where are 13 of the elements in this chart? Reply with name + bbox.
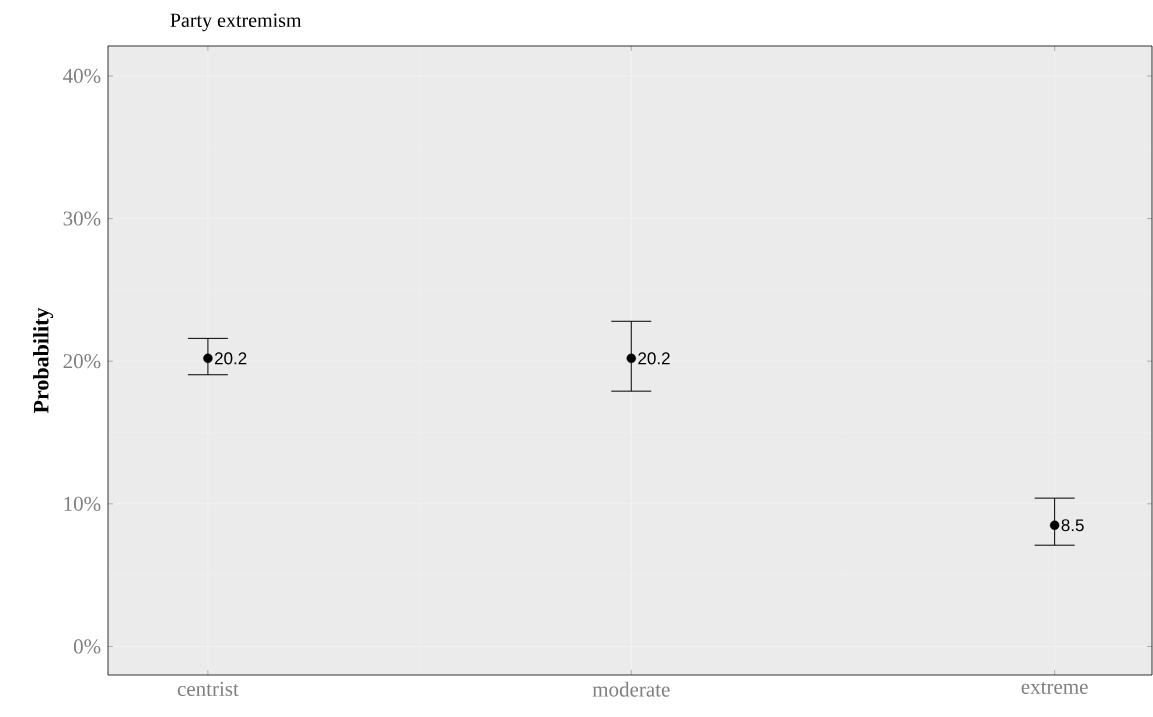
y-tick-label: 10% <box>64 496 101 511</box>
x-tick-label: extreme <box>1021 681 1088 694</box>
data-label: 20.2 <box>214 352 247 365</box>
y-tick-label: 0% <box>73 639 101 654</box>
data-label: 20.2 <box>638 352 670 365</box>
chart-title: Party extremism <box>170 13 302 32</box>
x-tick-label: centrist <box>177 681 239 696</box>
y-tick-label: 30% <box>63 211 101 226</box>
y-tick-label: 40% <box>63 68 101 84</box>
x-tick-label: moderate <box>592 681 670 697</box>
data-label: 8.5 <box>1061 519 1084 532</box>
y-axis-title: Probability <box>33 307 54 414</box>
y-tick-label: 20% <box>63 354 101 369</box>
